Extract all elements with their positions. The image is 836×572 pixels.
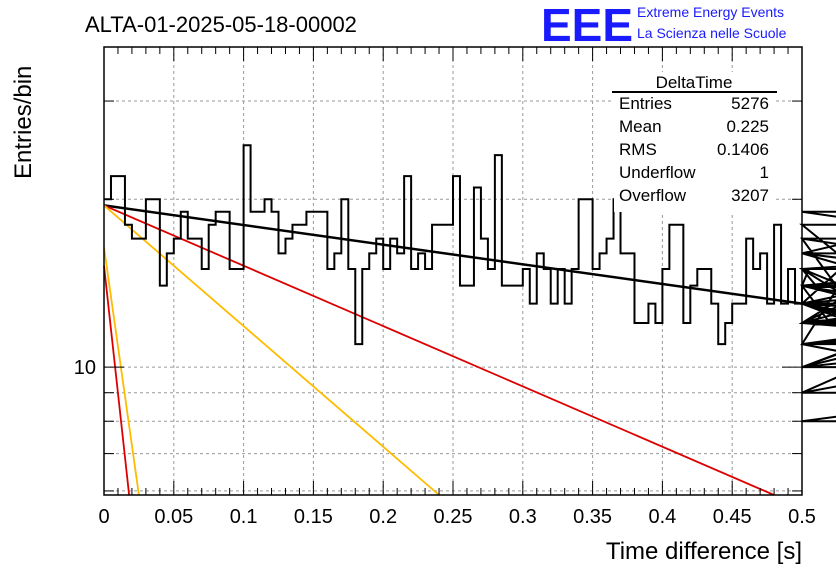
logo-text: EEE	[541, 0, 633, 51]
x-tick-label: 0.5	[788, 506, 816, 528]
x-tick-label: 0.05	[154, 506, 193, 528]
x-tick-label: 0.3	[509, 506, 537, 528]
fit-curve-orange	[103, 204, 440, 496]
stats-label-rms: RMS	[619, 140, 657, 159]
logo-line2: La Scienza nelle Scuole	[637, 25, 787, 41]
x-tick-label: 0.15	[294, 506, 333, 528]
y-axis-ticks: 10	[74, 100, 802, 492]
stats-value-entries: 5276	[731, 94, 769, 113]
stats-value-underflow: 1	[760, 163, 769, 182]
fit-curve-orange	[103, 247, 140, 496]
x-tick-label: 0.25	[434, 506, 473, 528]
fit-curves	[103, 204, 803, 496]
x-axis-label: Time difference [s]	[606, 538, 802, 565]
stats-box: DeltaTime Entries 5276 Mean 0.225 RMS 0.…	[612, 72, 777, 212]
x-tick-label: 0.1	[230, 506, 258, 528]
y-tick-label: 10	[74, 357, 96, 379]
x-tick-label: 0.45	[713, 506, 752, 528]
fit-curve-red	[103, 265, 131, 496]
y-axis-label: Entries/bin	[10, 66, 37, 179]
stats-label-overflow: Overflow	[619, 186, 687, 205]
fit-curve-red	[103, 204, 775, 496]
x-tick-label: 0.35	[573, 506, 612, 528]
stats-label-mean: Mean	[619, 117, 662, 136]
x-tick-label: 0	[98, 506, 109, 528]
histogram	[104, 144, 836, 423]
x-tick-label: 0.4	[648, 506, 676, 528]
logo-line1: Extreme Energy Events	[637, 4, 784, 20]
stats-background	[614, 72, 774, 212]
stats-title: DeltaTime	[656, 73, 733, 92]
stats-label-entries: Entries	[619, 94, 672, 113]
chart-title: ALTA-01-2025-05-18-00002	[85, 12, 357, 37]
fit-curve-black	[103, 204, 803, 305]
stats-value-overflow: 3207	[731, 186, 769, 205]
x-tick-label: 0.2	[369, 506, 397, 528]
eee-logo: EEE Extreme Energy Events La Scienza nel…	[541, 0, 787, 51]
stats-value-rms: 0.1406	[717, 140, 769, 159]
stats-value-mean: 0.225	[726, 117, 769, 136]
stats-label-underflow: Underflow	[619, 163, 696, 182]
x-axis-ticks: 0 0.05 0.1 0.15 0.2 0.25 0.3 0.35 0.4 0.45 0.5	[98, 47, 816, 528]
